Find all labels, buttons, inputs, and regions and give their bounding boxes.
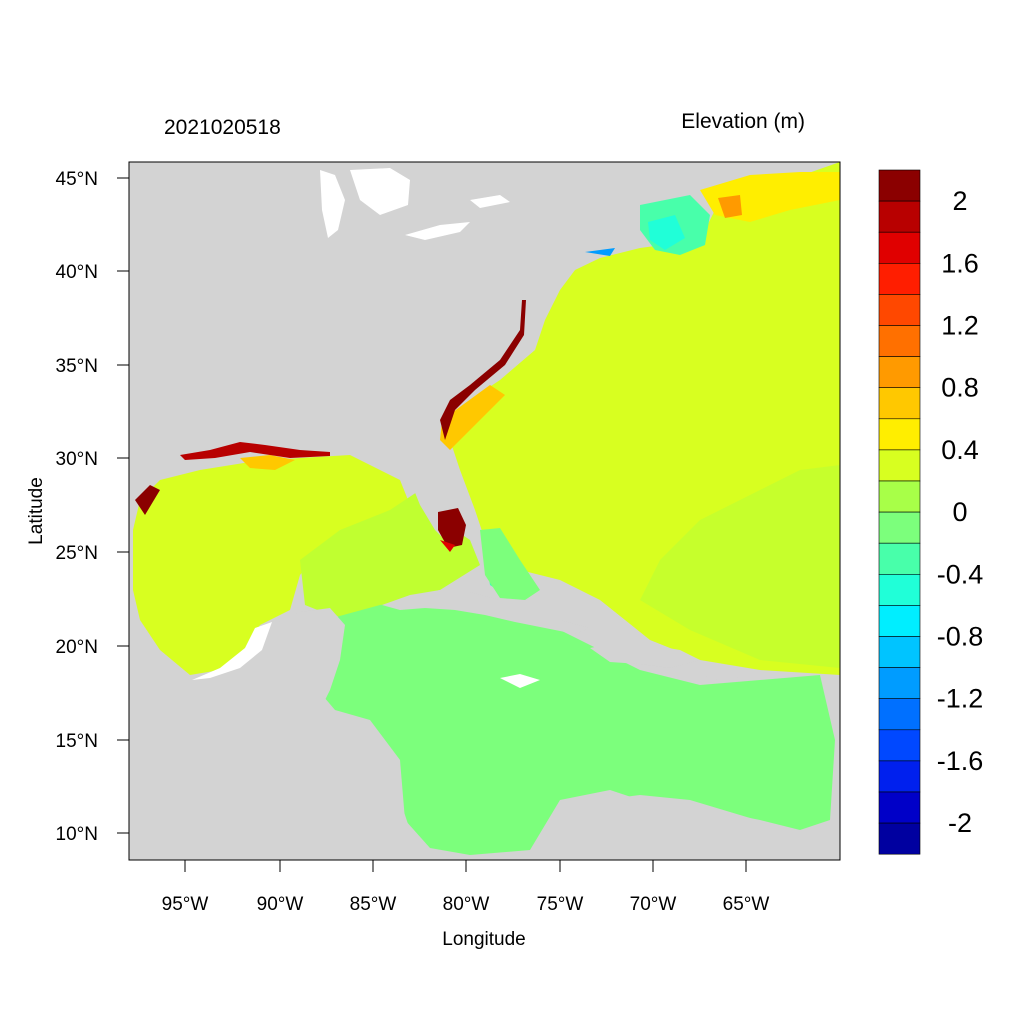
carolina-coast-surge (440, 385, 505, 450)
gulf-coast-dark-fringe (180, 442, 330, 460)
colorbar-box (878, 387, 921, 420)
mexico-coast-strip (192, 622, 272, 680)
colorbar-box (878, 356, 921, 389)
colorbar-box (878, 729, 921, 762)
y-tick-label: 45°N (56, 169, 98, 190)
colorbar-box (878, 760, 921, 793)
bahamas-shelf (480, 528, 540, 600)
colorbar-tick-label: 1.2 (941, 311, 979, 341)
colorbar-tick-label: 2 (952, 186, 967, 216)
x-axis-ticks: 95°W 90°W 85°W 80°W 75°W 70°W 65°W (162, 860, 770, 915)
y-axis-ticks: 45°N 40°N 35°N 30°N 25°N 20°N 15°N 10°N (56, 169, 129, 845)
plot-variable-title: Elevation (m) (681, 110, 805, 133)
colorbar-box (878, 418, 921, 451)
y-tick-label: 25°N (56, 543, 98, 564)
colorbar-box (878, 294, 921, 326)
colorbar-tick-label: 1.6 (941, 248, 979, 278)
yucatan-landmass (265, 608, 345, 715)
colorbar (878, 169, 921, 855)
y-tick-label: 40°N (56, 262, 98, 283)
atlantic-lower-band (640, 465, 840, 668)
puerto-rico-landmass (705, 673, 742, 682)
y-tick-label: 15°N (56, 731, 98, 752)
colorbar-box (878, 791, 921, 824)
map-plot-area (129, 162, 840, 860)
nova-scotia-core (718, 195, 742, 218)
colorbar-box (878, 200, 921, 233)
cuba-landmass (382, 590, 590, 634)
x-tick-label: 95°W (162, 894, 209, 915)
caribbean-sea-region (318, 598, 835, 855)
colorbar-box (878, 542, 921, 575)
lake-ontario (470, 195, 510, 208)
colorbar-tick-label: 0 (952, 497, 967, 527)
y-tick-label: 20°N (56, 637, 98, 658)
hispaniola-landmass (590, 642, 700, 668)
colorbar-box (878, 262, 921, 295)
colorbar-box (878, 480, 921, 513)
colorbar-box (878, 511, 921, 544)
colorbar-tick-label: -1.2 (937, 684, 984, 714)
jamaica-landmass (500, 674, 540, 688)
colorbar-box (878, 698, 921, 731)
lake-huron (350, 168, 410, 215)
plot-frame (128, 161, 841, 861)
colorbar-box (878, 231, 921, 264)
colorbar-tick-label: 0.4 (941, 435, 979, 465)
south-america-landmass (530, 795, 840, 860)
x-tick-label: 75°W (537, 894, 584, 915)
central-america-landmass (129, 718, 430, 860)
y-tick-label: 30°N (56, 449, 98, 470)
colorbar-tick-label: -2 (948, 808, 972, 838)
x-tick-label: 85°W (350, 894, 397, 915)
lake-erie (405, 222, 470, 240)
colorbar-box (878, 449, 921, 482)
x-tick-label: 65°W (723, 894, 770, 915)
y-tick-label: 35°N (56, 356, 98, 377)
x-tick-label: 80°W (443, 894, 490, 915)
gulf-of-maine-core (648, 215, 685, 250)
colorbar-tick-label: -0.8 (937, 622, 984, 652)
colorbar-box (878, 667, 921, 699)
gulf-of-mexico-region (133, 455, 410, 675)
colorbar-box (878, 573, 921, 606)
colorbar-box (878, 822, 921, 855)
florida-keys-surge (440, 540, 455, 552)
colorbar-tick-label: -1.6 (937, 746, 984, 776)
colorbar-box (878, 636, 921, 668)
long-island-sound-negative (585, 248, 615, 256)
y-axis-label: Latitude (26, 477, 47, 545)
plot-timestamp-title: 2021020518 (164, 116, 281, 139)
y-tick-label: 10°N (56, 824, 98, 845)
colorbar-box (878, 605, 921, 637)
x-tick-label: 70°W (630, 894, 677, 915)
lake-michigan (320, 170, 345, 238)
colorbar-box (878, 325, 921, 357)
east-coast-dark-fringe (440, 300, 526, 440)
colorbar-tick-label: -0.4 (937, 559, 984, 589)
louisiana-coast-surge (240, 455, 295, 470)
colorbar-labels: 2 1.6 1.2 0.8 0.4 0 -0.4 -0.8 -1.2 -1.6 -2 (937, 186, 984, 838)
south-florida-surge (438, 508, 466, 548)
texas-coast-surge (135, 485, 160, 515)
colorbar-box (878, 169, 921, 202)
colorbar-tick-label: 0.8 (941, 373, 979, 403)
x-axis-label: Longitude (442, 929, 525, 950)
x-tick-label: 90°W (257, 894, 304, 915)
